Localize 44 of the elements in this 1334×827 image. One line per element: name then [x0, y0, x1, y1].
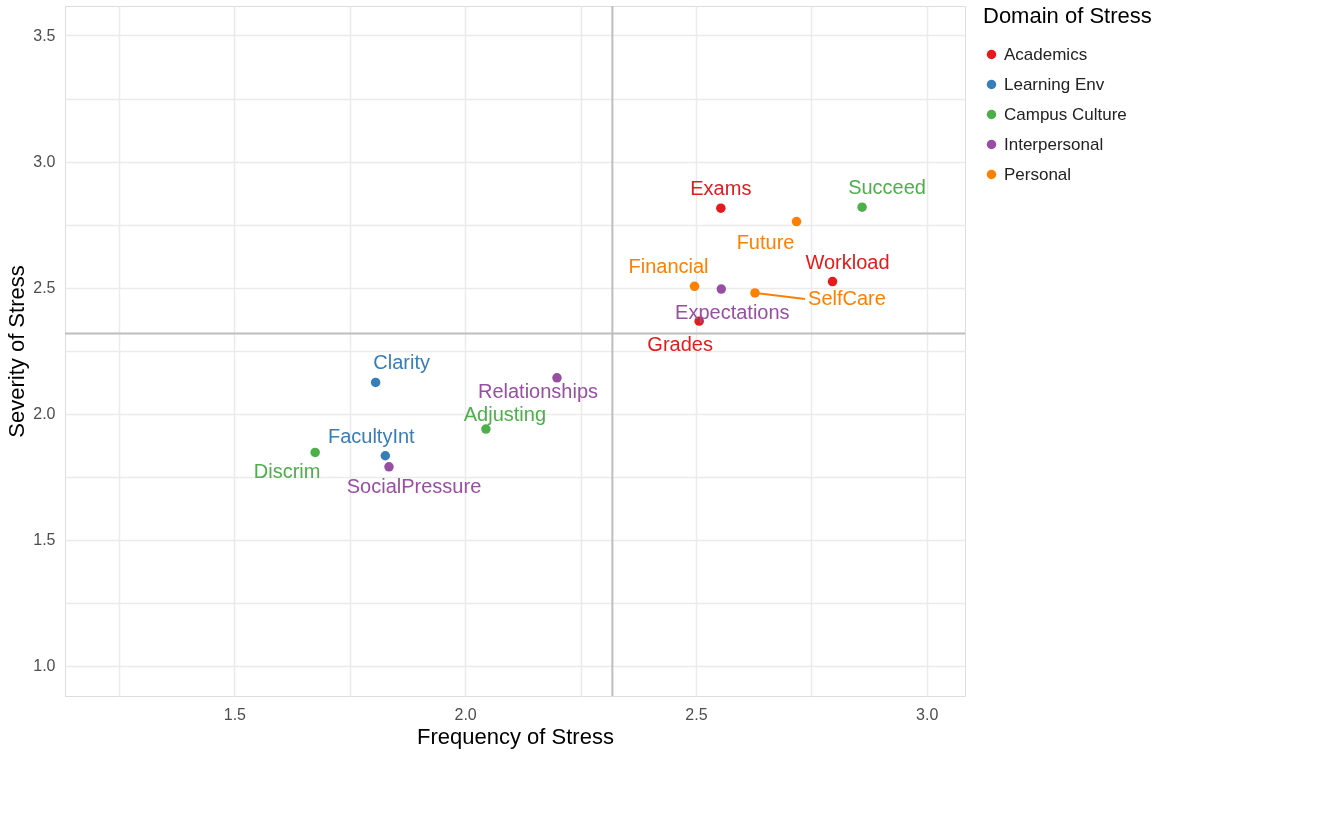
annotation: Clarity — [373, 351, 430, 374]
annotation: Workload — [805, 250, 890, 273]
x-tick-label: 2.0 — [454, 705, 477, 723]
annotation: Adjusting — [463, 403, 547, 426]
point — [481, 424, 491, 434]
annotation: SelfCare — [808, 286, 886, 309]
y-tick-label: 3.0 — [33, 153, 56, 171]
y-axis-title: Severity of Stress — [4, 265, 30, 438]
point — [716, 203, 726, 213]
y-tick-label: 1.5 — [33, 531, 56, 549]
y-tick-label: 3.5 — [33, 27, 56, 44]
point — [689, 281, 700, 292]
legend-title: Domain of Stress — [983, 3, 1152, 28]
annotation: Grades — [647, 333, 713, 356]
legend-label: Personal — [1004, 164, 1072, 184]
point — [857, 202, 867, 212]
y-tick-label: 2.0 — [33, 405, 56, 423]
point — [380, 451, 391, 461]
annotation: FacultyInt — [327, 424, 416, 447]
annotation: Discrim — [253, 460, 321, 483]
point — [370, 377, 381, 388]
x-tick-label: 1.5 — [223, 705, 247, 723]
annotation: Expectations — [675, 301, 790, 324]
annotation: Relationships — [477, 379, 599, 402]
point — [384, 462, 394, 472]
annotation: Financial — [628, 255, 709, 278]
annotation: Future — [736, 230, 795, 253]
legend-label: Academics — [1004, 44, 1088, 64]
legend-label: Interpersonal — [1004, 134, 1104, 154]
point — [310, 447, 320, 458]
y-tick-label: 1.0 — [33, 657, 56, 675]
point — [552, 373, 562, 383]
annotation: Succeed — [848, 176, 926, 199]
x-tick-label: 2.5 — [685, 705, 708, 723]
point — [716, 284, 727, 294]
annotation: Exams — [690, 177, 752, 200]
legend-label: Learning Env — [1004, 74, 1105, 94]
x-tick-label: 3.0 — [916, 705, 939, 723]
annotation: SocialPressure — [346, 474, 482, 497]
x-axis-title: Frequency of Stress — [417, 723, 614, 749]
point — [791, 216, 802, 227]
y-tick-label: 2.5 — [33, 279, 56, 297]
legend-label: Campus Culture — [1004, 104, 1127, 124]
point — [827, 276, 838, 287]
